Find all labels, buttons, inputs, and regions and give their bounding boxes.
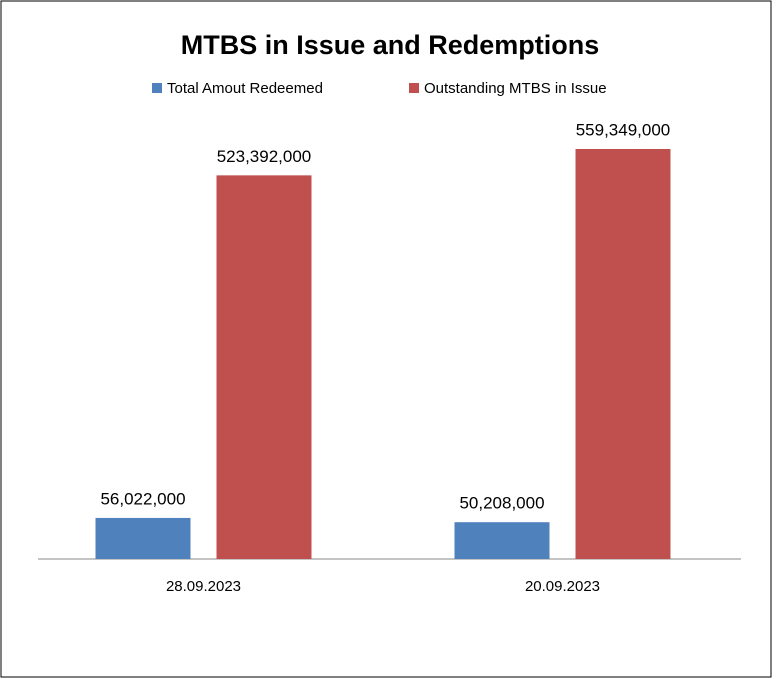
x-tick-label: 28.09.2023 [166,578,241,595]
bar [454,522,550,559]
x-tick-label: 20.09.2023 [525,578,600,595]
data-label: 56,022,000 [100,489,185,508]
bar [575,149,671,559]
chart-title: MTBS in Issue and Redemptions [181,30,600,60]
legend-swatch [152,83,162,93]
legend-label: Total Amout Redeemed [167,80,323,97]
bar [216,175,312,559]
bar [95,517,191,559]
data-label: 559,349,000 [576,120,671,139]
data-label: 523,392,000 [217,147,312,166]
legend-label: Outstanding MTBS in Issue [424,80,607,97]
legend-swatch [409,83,419,93]
data-label: 50,208,000 [459,494,544,513]
